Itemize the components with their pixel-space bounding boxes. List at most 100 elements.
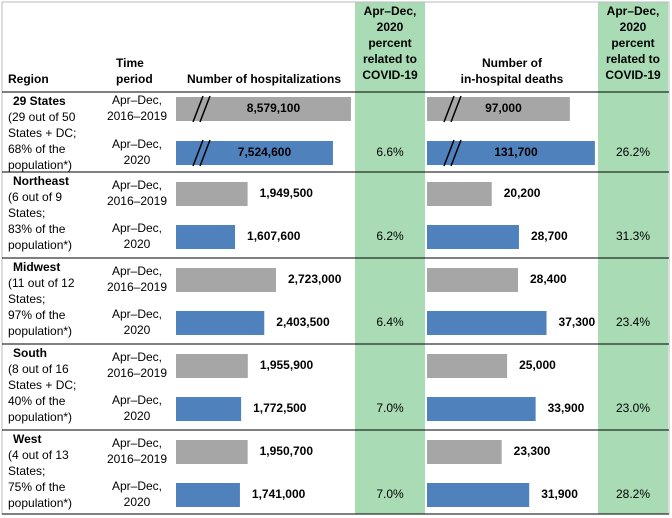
header-label: percent: [611, 36, 654, 50]
time-period: 2020: [124, 495, 151, 509]
percent-value: 23.0%: [616, 401, 650, 415]
region-description: (6 out of 9: [8, 190, 62, 204]
time-period: Apr–Dec,: [112, 264, 162, 278]
value-label: 97,000: [485, 101, 522, 115]
header-label: 2020: [377, 20, 404, 34]
bar: [427, 354, 508, 378]
value-label: 1,950,700: [260, 444, 314, 458]
region-description: States;: [8, 206, 45, 220]
value-label: 131,700: [494, 145, 538, 159]
region-description: 83% of the: [8, 222, 66, 236]
bar: [427, 141, 595, 165]
percent-value: 6.6%: [376, 145, 404, 159]
header-label: related to: [363, 52, 417, 66]
bar: [427, 397, 536, 421]
region-name: West: [13, 432, 41, 446]
bar: [427, 97, 570, 121]
bar: [427, 182, 492, 206]
bar: [427, 268, 518, 292]
percent-value: 23.4%: [616, 315, 650, 329]
region-description: States + DC;: [8, 378, 76, 392]
header-label: related to: [606, 52, 660, 66]
time-period: 2016–2019: [107, 366, 167, 380]
header-label: COVID-19: [605, 68, 661, 82]
value-label: 1,772,500: [253, 401, 307, 415]
header-label: percent: [368, 36, 411, 50]
value-label: 28,400: [530, 272, 567, 286]
region-description: 97% of the: [8, 308, 66, 322]
value-label: 20,200: [504, 186, 541, 200]
header-label: in-hospital deaths: [461, 72, 564, 86]
time-period: Apr–Dec,: [112, 93, 162, 107]
bar: [176, 397, 242, 421]
time-period: Apr–Dec,: [112, 479, 162, 493]
axis-break: [199, 139, 211, 167]
bar: [176, 225, 236, 249]
region-name: South: [13, 346, 47, 360]
percent-value: 6.4%: [376, 315, 404, 329]
value-label: 8,579,100: [247, 101, 301, 115]
region-description: States + DC;: [8, 126, 76, 140]
region-description: States;: [8, 292, 45, 306]
region-description: 75% of the: [8, 480, 66, 494]
value-label: 23,300: [514, 444, 551, 458]
time-period: 2016–2019: [107, 452, 167, 466]
header-label: Apr–Dec,: [364, 4, 417, 18]
header-label: Time: [116, 56, 144, 70]
region-description: population*): [8, 324, 72, 338]
value-label: 31,900: [541, 487, 578, 501]
axis-break: [199, 95, 211, 123]
value-label: 1,955,900: [260, 358, 314, 372]
value-label: 1,607,600: [247, 229, 301, 243]
time-period: Apr–Dec,: [112, 137, 162, 151]
bar: [176, 483, 240, 507]
region-description: 40% of the: [8, 394, 66, 408]
header-label: 2020: [620, 20, 647, 34]
time-period: 2016–2019: [107, 109, 167, 123]
value-label: 28,700: [531, 229, 568, 243]
header-label: Number of hospitalizations: [187, 72, 341, 86]
time-period: 2020: [124, 323, 151, 337]
region-name: 29 States: [13, 94, 66, 108]
value-label: 1,949,500: [260, 186, 314, 200]
bar: [176, 311, 265, 335]
value-label: 25,000: [519, 358, 556, 372]
axis-break: [450, 95, 462, 123]
value-label: 7,524,600: [238, 145, 292, 159]
value-label: 2,723,000: [288, 272, 342, 286]
axis-break: [450, 139, 462, 167]
percent-value: 28.2%: [616, 487, 650, 501]
percent-value: 7.0%: [376, 401, 404, 415]
region-description: 68% of the: [8, 142, 66, 156]
header-label: COVID-19: [362, 68, 418, 82]
header-label: period: [116, 72, 153, 86]
time-period: Apr–Dec,: [112, 307, 162, 321]
header-label: Apr–Dec,: [607, 4, 660, 18]
value-label: 2,403,500: [276, 315, 330, 329]
time-period: 2016–2019: [107, 280, 167, 294]
time-period: Apr–Dec,: [112, 393, 162, 407]
region-description: population*): [8, 496, 72, 510]
bar: [176, 268, 276, 292]
time-period: 2020: [124, 409, 151, 423]
time-period: 2020: [124, 237, 151, 251]
bar: [176, 182, 248, 206]
region-description: population*): [8, 410, 72, 424]
time-period: Apr–Dec,: [112, 221, 162, 235]
percent-value: 26.2%: [616, 145, 650, 159]
region-description: population*): [8, 238, 72, 252]
value-label: 37,300: [559, 315, 596, 329]
axis-break: [192, 139, 204, 167]
axis-break: [192, 95, 204, 123]
value-label: 33,900: [548, 401, 585, 415]
value-label: 1,741,000: [252, 487, 306, 501]
region-description: States;: [8, 464, 45, 478]
bar: [427, 311, 547, 335]
region-description: population*): [8, 158, 72, 172]
bar: [176, 440, 248, 464]
region-name: Midwest: [13, 260, 60, 274]
time-period: Apr–Dec,: [112, 178, 162, 192]
bar: [176, 354, 248, 378]
region-description: (29 out of 50: [8, 110, 76, 124]
region-description: (11 out of 12: [8, 276, 75, 290]
